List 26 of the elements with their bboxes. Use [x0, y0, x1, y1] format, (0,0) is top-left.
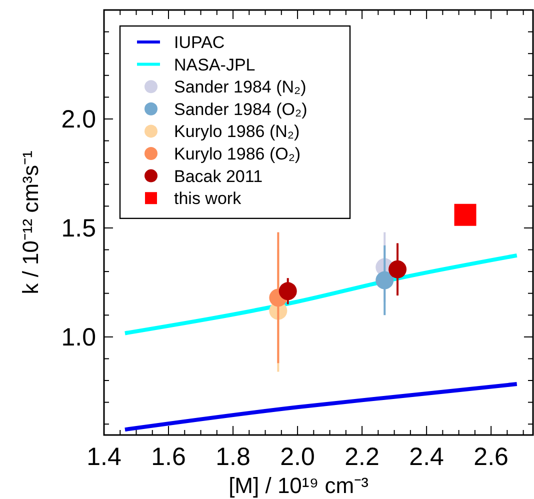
line-series — [122, 382, 519, 432]
x-tick-label: 2.2 — [344, 443, 380, 471]
legend-label: Sander 1984 (N₂) — [174, 78, 306, 97]
point — [388, 260, 407, 278]
legend-label: NASA-JPL — [174, 55, 256, 74]
y-axis-title: k / 10⁻¹² cm³s⁻¹ — [18, 150, 43, 294]
y-tick-label: 1.0 — [61, 324, 96, 352]
x-axis-title: [M] / 10¹⁹ cm⁻³ — [228, 473, 368, 498]
y-tick-label: 2.0 — [61, 106, 96, 134]
point — [278, 282, 297, 300]
legend-label: this work — [174, 189, 242, 208]
y-tick-label: 1.5 — [61, 214, 96, 243]
point — [454, 204, 476, 226]
line-series — [122, 253, 519, 336]
x-tick-label: 2.0 — [280, 443, 315, 471]
x-tick-label: 1.6 — [151, 443, 186, 471]
x-tick-label: 2.4 — [409, 443, 444, 471]
legend-label: Bacak 2011 — [174, 166, 263, 186]
legend-label: IUPAC — [174, 32, 225, 52]
point — [376, 271, 394, 290]
legend-label: Kurylo 1986 (N₂) — [174, 122, 300, 142]
x-tick-label: 1.4 — [86, 443, 122, 471]
x-tick-label: 2.6 — [474, 443, 508, 471]
x-tick-label: 1.8 — [216, 443, 250, 471]
legend-label: Sander 1984 (O₂) — [174, 100, 308, 119]
legend-label: Kurylo 1986 (O₂) — [174, 144, 301, 164]
